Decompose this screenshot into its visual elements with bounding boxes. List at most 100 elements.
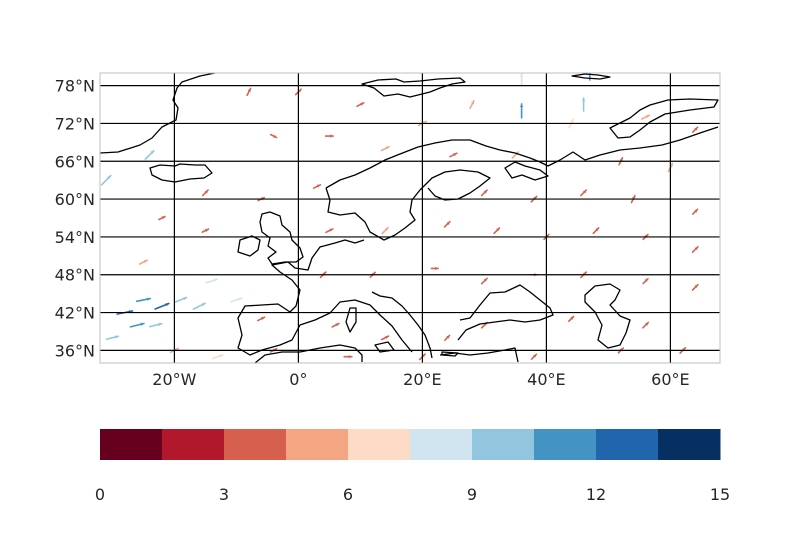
colorbar-segment: [100, 429, 163, 460]
colorbar-segment: [596, 429, 659, 460]
colorbar-tick-label: 6: [343, 485, 353, 504]
colorbar-tick-label: 9: [467, 485, 477, 504]
wind-arrow: [444, 334, 451, 341]
wind-arrow: [430, 266, 439, 271]
colorbar-segment: [410, 429, 473, 460]
coastline-novaya-zemlya: [609, 98, 719, 139]
wind-arrow: [381, 226, 390, 235]
lat-tick-label: 60°N: [55, 190, 95, 209]
wind-arrow: [568, 315, 575, 323]
lon-tick-label: 40°E: [527, 370, 565, 389]
colorbar-tick-label: 3: [219, 485, 229, 504]
wind-arrow: [691, 283, 699, 291]
longitude-labels: 20°W 0° 20°E 40°E 60°E: [152, 370, 689, 389]
coastline-black-sea: [457, 284, 554, 341]
wind-arrow: [519, 103, 524, 119]
coastline-ireland: [237, 235, 261, 257]
colorbar-tick-labels: 0 3 6 9 12 15: [95, 485, 730, 504]
colorbar-segment: [286, 429, 349, 460]
colorbar-segment: [224, 429, 287, 460]
lat-tick-label: 66°N: [55, 152, 95, 171]
colorbar-tick-label: 0: [95, 485, 105, 504]
lon-tick-label: 0°: [289, 370, 307, 389]
coastline-italy: [371, 291, 433, 359]
wind-arrow: [325, 228, 334, 234]
map-frame: [99, 72, 721, 364]
colorbar-segment: [658, 429, 721, 460]
wind-arrow: [692, 208, 699, 215]
wind-arrow: [212, 354, 224, 360]
coastline-franz-josef: [571, 73, 611, 80]
wind-arrow: [192, 302, 206, 310]
wind-arrow: [530, 353, 538, 360]
wind-arrow: [201, 189, 209, 197]
coastlines: [100, 73, 719, 363]
colorbar-segment: [534, 429, 597, 460]
wind-arrow: [381, 335, 390, 341]
wind-arrow: [100, 174, 112, 186]
wind-arrow: [480, 189, 488, 197]
wind-arrow: [312, 183, 322, 189]
colorbar-tick-label: 12: [586, 485, 606, 504]
coastline-sardinia: [345, 307, 357, 333]
coastline-caspian: [584, 283, 631, 349]
wind-arrow: [144, 149, 155, 161]
wind-arrow: [692, 126, 699, 133]
wind-arrow: [642, 277, 649, 285]
wind-arrow: [581, 97, 586, 112]
coastline-scandinavia: [325, 126, 719, 189]
wind-arrow: [158, 215, 166, 221]
lat-tick-label: 36°N: [55, 341, 95, 360]
lon-tick-label: 60°E: [651, 370, 689, 389]
wind-arrow: [205, 278, 218, 284]
lon-tick-label: 20°E: [403, 370, 441, 389]
wind-arrow: [580, 189, 588, 197]
lat-tick-label: 54°N: [55, 228, 95, 247]
wind-arrow: [105, 335, 120, 341]
wind-arrow: [135, 297, 152, 303]
wind-arrow: [380, 145, 390, 152]
wind-arrow: [449, 152, 458, 158]
latitude-labels: 78°N 72°N 66°N 60°N 54°N 48°N 42°N 36°N: [55, 77, 95, 361]
coastline-svalbard: [361, 77, 466, 98]
wind-arrow: [201, 228, 210, 233]
wind-arrow: [493, 227, 501, 235]
wind-arrow: [588, 73, 591, 81]
wind-arrow: [356, 102, 365, 108]
wind-arrow: [443, 220, 451, 228]
lat-tick-label: 72°N: [55, 114, 95, 133]
wind-arrow: [269, 133, 278, 139]
wind-arrow: [640, 114, 651, 120]
lon-tick-label: 20°W: [152, 370, 196, 389]
coastline-iceland: [149, 163, 213, 183]
coastline-greenland: [100, 73, 216, 154]
wind-arrow: [469, 99, 475, 110]
wind-arrow: [149, 322, 163, 328]
coastline-white-sea: [504, 161, 549, 181]
coastline-north-africa: [254, 344, 363, 363]
wind-arrow: [691, 246, 699, 254]
wind-arrow: [480, 277, 488, 285]
wind-arrow: [173, 296, 188, 304]
lat-tick-label: 78°N: [55, 77, 95, 96]
wind-arrow: [324, 134, 335, 138]
coastline-western-europe: [237, 239, 413, 356]
colorbar-tick-label: 15: [710, 485, 730, 504]
wind-arrow: [246, 87, 252, 97]
wind-arrow: [154, 302, 170, 310]
wind-arrow: [592, 227, 600, 235]
coastline-crete: [441, 351, 459, 357]
wind-arrow: [230, 297, 243, 303]
wind-arrow: [642, 321, 650, 329]
colorbar: [100, 429, 721, 460]
wind-arrow: [138, 259, 149, 265]
colorbar-segment: [348, 429, 411, 460]
wind-arrow: [519, 73, 524, 86]
colorbar-segment: [162, 429, 225, 460]
lat-tick-label: 42°N: [55, 304, 95, 323]
wind-arrow: [129, 322, 145, 328]
wind-arrow: [343, 355, 353, 359]
colorbar-segment: [472, 429, 535, 460]
coastline-baltic: [325, 169, 491, 241]
